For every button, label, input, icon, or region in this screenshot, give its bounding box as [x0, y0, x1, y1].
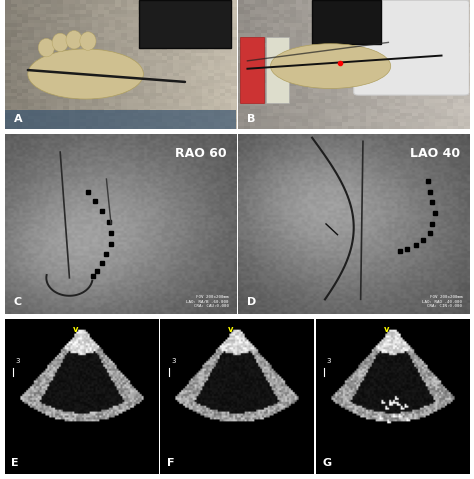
Text: v: v — [73, 325, 78, 334]
Ellipse shape — [28, 49, 143, 99]
Text: A: A — [14, 114, 23, 124]
Text: FOV 200x200mm
LAO: RAO -40.000
CRA: CIN:0.000: FOV 200x200mm LAO: RAO -40.000 CRA: CIN:… — [422, 295, 462, 308]
Ellipse shape — [52, 33, 68, 52]
Text: v: v — [384, 325, 389, 334]
Text: LAO 40: LAO 40 — [410, 147, 460, 160]
Text: E: E — [11, 458, 18, 468]
Ellipse shape — [66, 31, 82, 49]
Text: v: v — [228, 325, 234, 334]
Text: C: C — [14, 297, 22, 307]
Text: 3: 3 — [327, 357, 331, 364]
Bar — [240, 37, 264, 103]
Text: B: B — [247, 114, 256, 124]
Ellipse shape — [80, 32, 96, 50]
Text: D: D — [247, 297, 257, 307]
Text: 3: 3 — [171, 357, 175, 364]
Bar — [266, 37, 289, 103]
Ellipse shape — [38, 38, 55, 57]
Bar — [139, 0, 231, 48]
Text: F: F — [166, 458, 174, 468]
Text: RAO 60: RAO 60 — [175, 147, 227, 160]
FancyBboxPatch shape — [354, 0, 469, 95]
Bar — [312, 0, 382, 44]
Bar — [5, 110, 236, 129]
Text: G: G — [322, 458, 331, 468]
Ellipse shape — [271, 44, 391, 89]
Text: FOV 200x200mm
LAO: RA/B -60.000
CRA: CAU:0.000: FOV 200x200mm LAO: RA/B -60.000 CRA: CAU… — [186, 295, 229, 308]
Text: 3: 3 — [16, 357, 20, 364]
